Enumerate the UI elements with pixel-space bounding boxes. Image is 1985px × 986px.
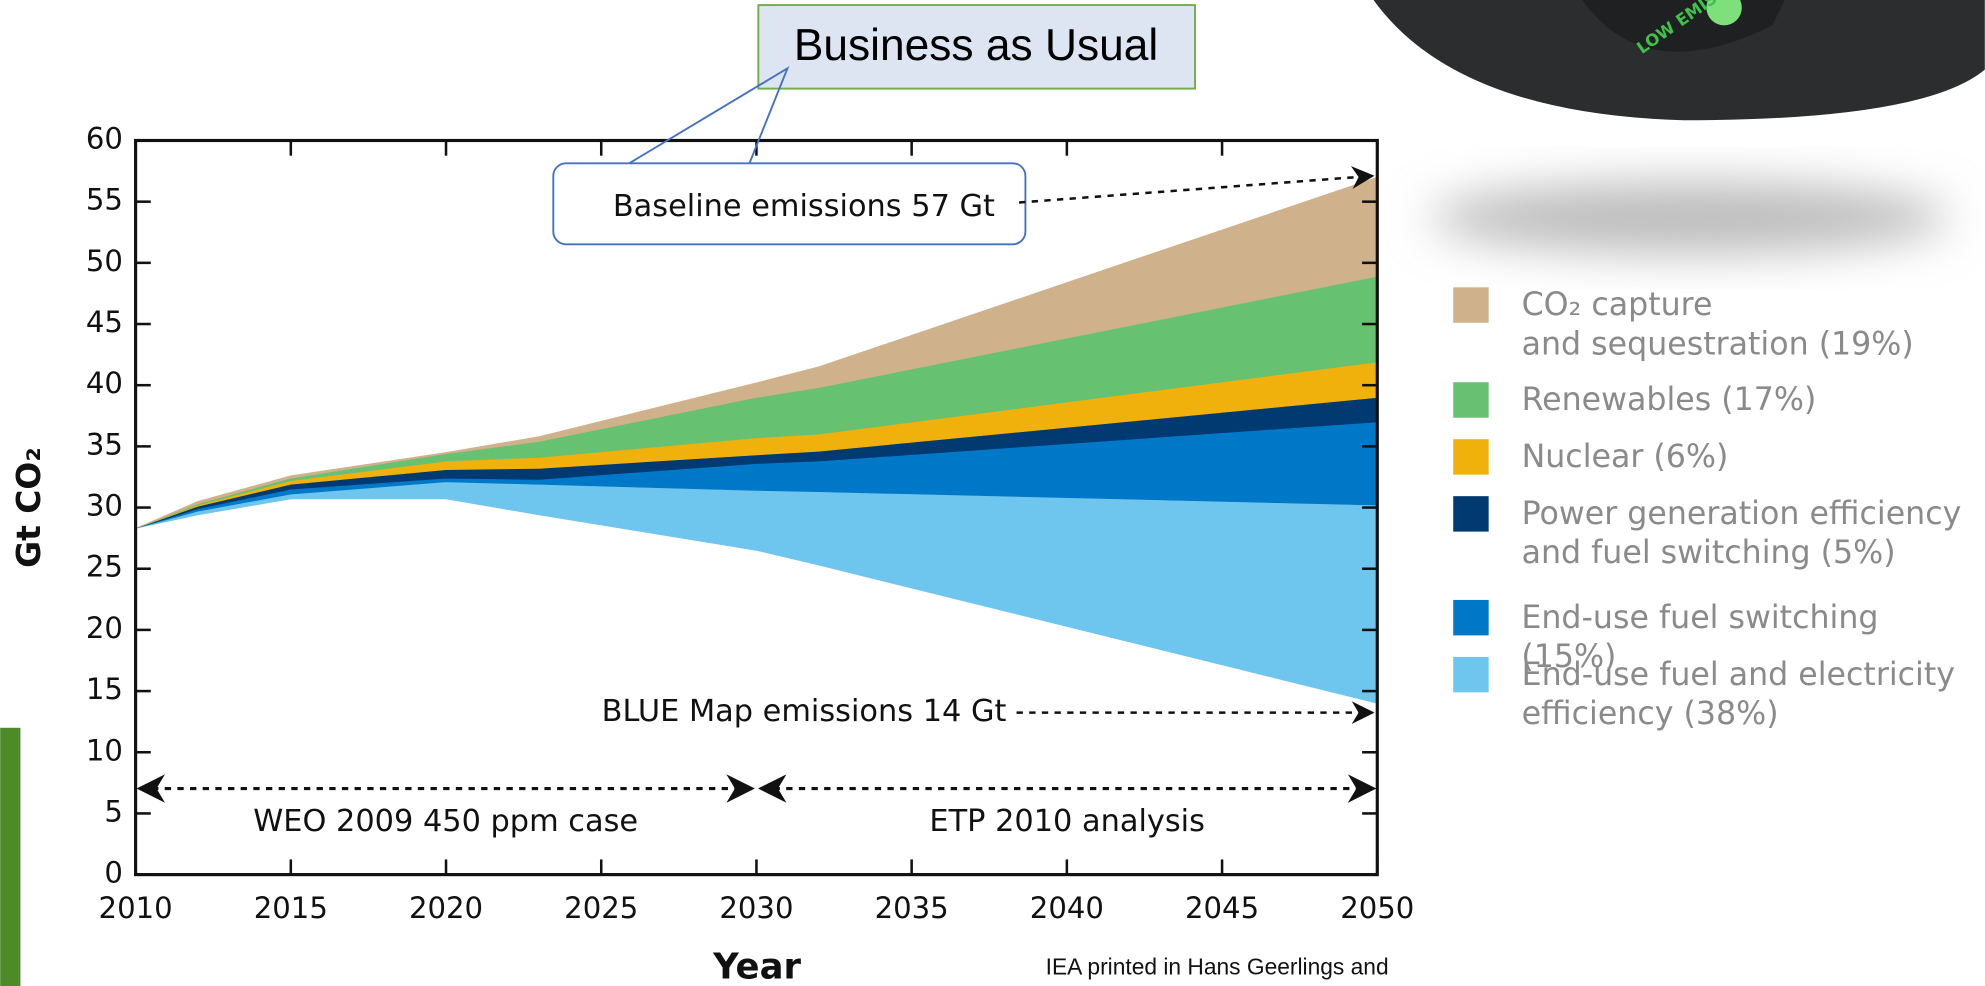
legend-item: Renewables (17%) (1449, 380, 1816, 419)
photo-shadow (1430, 182, 1949, 253)
x-tick-label: 2010 (99, 891, 173, 925)
legend-swatch (1453, 496, 1488, 531)
y-axis-title: Gt CO₂ (9, 447, 48, 568)
x-tick-label: 2025 (564, 891, 638, 925)
y-tick-label: 35 (86, 427, 123, 461)
legend-item: Nuclear (6%) (1449, 437, 1728, 476)
x-tick-label: 2045 (1185, 891, 1259, 925)
y-tick-label: 25 (86, 550, 123, 584)
legend-swatch (1453, 287, 1488, 322)
legend-label: CO₂ capture and sequestration (19%) (1522, 285, 1914, 363)
legend-item: End-use fuel and electricity efficiency … (1449, 654, 1955, 732)
x-axis-title: Year (712, 946, 801, 986)
y-tick-label: 0 (104, 856, 123, 890)
y-tick-label: 50 (86, 244, 123, 278)
legend-item: CO₂ capture and sequestration (19%) (1449, 285, 1913, 363)
legend-label: Renewables (17%) (1522, 380, 1817, 419)
callout-pointer (629, 68, 787, 163)
y-tick-label: 10 (86, 733, 123, 767)
legend-label: End-use fuel and electricity efficiency … (1522, 654, 1955, 732)
page: {"chart_data": { "type": "stacked-area",… (0, 0, 1985, 986)
source: IEA printed in Hans Geerlings and (1046, 953, 1389, 979)
x-tick-label: 2035 (875, 891, 949, 925)
legend-swatch (1453, 382, 1488, 417)
y-tick-label: 45 (86, 305, 123, 339)
legend: CO₂ capture and sequestration (19%) Renew… (1449, 285, 1981, 753)
legend-label: Nuclear (6%) (1522, 437, 1729, 476)
legend-swatch (1453, 439, 1488, 474)
weo-label: WEO 2009 450 ppm case (253, 804, 638, 839)
etp-label: ETP 2010 analysis (929, 804, 1205, 839)
y-tick-label: 60 (86, 121, 123, 155)
legend-swatch (1453, 600, 1488, 635)
x-tick-label: 2030 (719, 891, 793, 925)
x-tick-label: 2020 (409, 891, 483, 925)
photo: LOW EMISSIONS (1373, 0, 1984, 120)
chart: LOW EMISSIONS 05101520253035404550556020… (0, 0, 1985, 986)
legend-label: Power generation efficiency and fuel swi… (1522, 494, 1962, 572)
x-tick-label: 2015 (254, 891, 328, 925)
y-tick-label: 55 (86, 183, 123, 217)
legend-item: Power generation efficiency and fuel swi… (1449, 494, 1961, 572)
y-tick-label: 40 (86, 366, 123, 400)
y-tick-label: 30 (86, 489, 123, 523)
baseline-label: Baseline emissions 57 Gt (613, 189, 995, 224)
legend-swatch (1453, 657, 1488, 692)
y-tick-label: 15 (86, 672, 123, 706)
photo-strip (0, 728, 20, 986)
x-tick-label: 2050 (1340, 891, 1414, 925)
x-tick-label: 2040 (1030, 891, 1104, 925)
y-tick-label: 20 (86, 611, 123, 645)
y-tick-label: 5 (104, 794, 123, 828)
chart-title: Business as Usual (794, 21, 1158, 70)
blue-map-label: BLUE Map emissions 14 Gt (602, 694, 1007, 729)
area (136, 482, 1378, 703)
